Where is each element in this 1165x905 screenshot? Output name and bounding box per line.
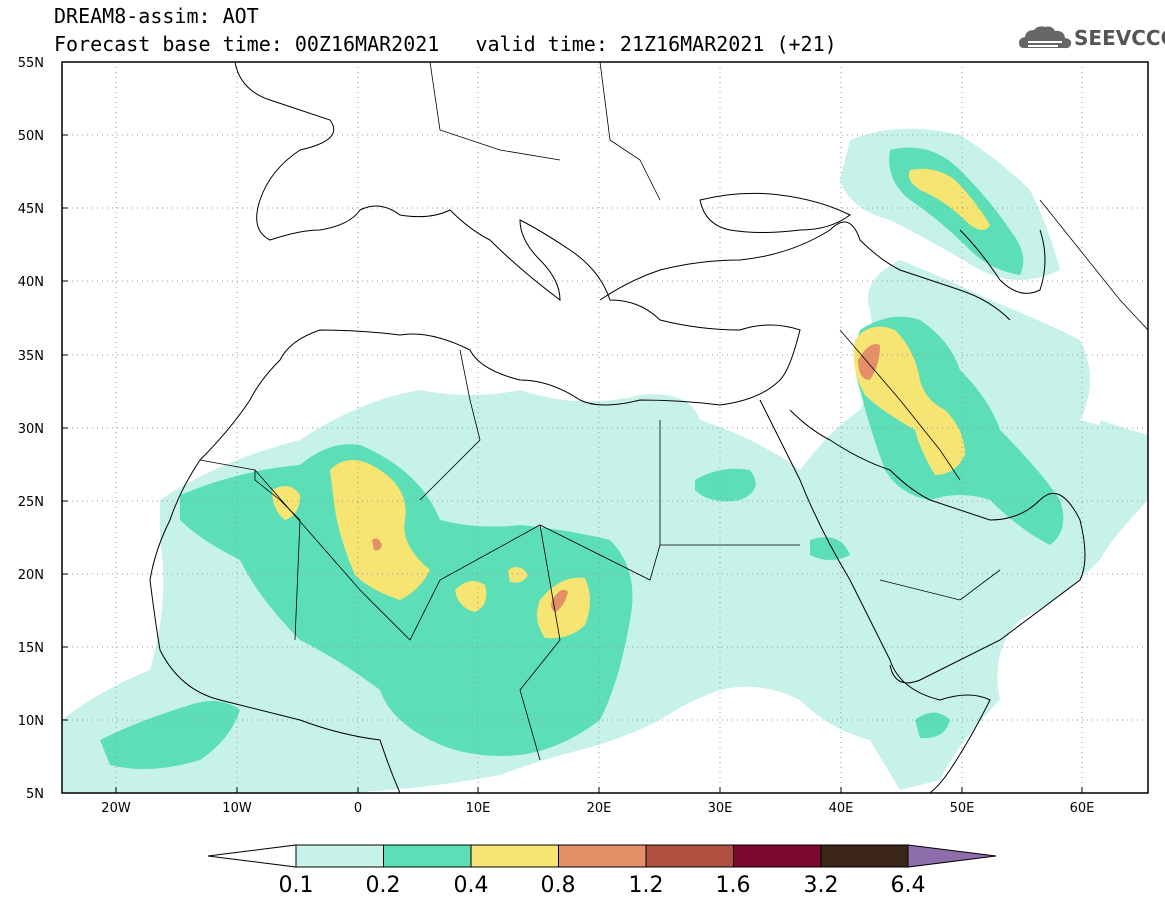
lon-label: 10W xyxy=(222,801,252,816)
colorbar-label: 1.6 xyxy=(716,873,751,898)
colorbar-box xyxy=(295,844,384,868)
lon-labels: 20W 10W 0 10E 20E 30E 40E 50E 60E xyxy=(101,801,1094,816)
colorbar-label: 3.2 xyxy=(804,873,839,898)
valid-time-label: valid time: 21Z16MAR2021 (+21) xyxy=(475,32,837,56)
cloud-logo-icon xyxy=(1019,26,1072,49)
axis-ticks xyxy=(62,61,1083,793)
lon-label: 20E xyxy=(587,801,612,816)
lon-label: 30E xyxy=(708,801,733,816)
colorbar-boxes xyxy=(295,844,909,868)
lat-label: 25N xyxy=(18,495,44,510)
base-time-label: Forecast base time: 00Z16MAR2021 xyxy=(54,32,440,56)
aot-field xyxy=(62,128,1148,793)
borders xyxy=(199,62,1148,761)
lat-label: 15N xyxy=(18,641,44,656)
coastlines xyxy=(149,62,1086,793)
logo-text: SEEVCCC xyxy=(1074,26,1165,50)
lon-label: 40E xyxy=(829,801,854,816)
colorbar-label: 0.1 xyxy=(279,873,314,898)
lat-label: 30N xyxy=(18,422,44,437)
lat-labels: 55N 50N 45N 40N 35N 30N 25N 20N 15N 10N … xyxy=(18,56,44,802)
colorbar-box xyxy=(470,844,559,868)
colorbar-box xyxy=(733,844,822,868)
colorbar-box xyxy=(558,844,647,868)
colorbar-label: 0.4 xyxy=(454,873,489,898)
aot-band-0.8 xyxy=(372,344,880,612)
forecast-time-line: Forecast base time: 00Z16MAR2021 valid t… xyxy=(54,33,837,55)
colorbar: 0.1 0.2 0.4 0.8 1.2 1.6 3.2 6.4 xyxy=(207,844,997,898)
colorbar-label: 6.4 xyxy=(891,873,926,898)
colorbar-box xyxy=(820,844,909,868)
lat-label: 5N xyxy=(26,787,44,802)
graticule xyxy=(62,62,1148,793)
lon-label: 20W xyxy=(101,801,131,816)
lat-label: 55N xyxy=(18,56,44,71)
lon-label: 60E xyxy=(1070,801,1095,816)
map-title: DREAM8-assim: AOT xyxy=(54,4,259,28)
lat-label: 50N xyxy=(18,129,44,144)
colorbar-box xyxy=(383,844,472,868)
colorbar-label: 1.2 xyxy=(629,873,664,898)
aot-band-0.4 xyxy=(272,168,990,639)
colorbar-box xyxy=(645,844,734,868)
lat-label: 40N xyxy=(18,275,44,290)
colorbar-labels: 0.1 0.2 0.4 0.8 1.2 1.6 3.2 6.4 xyxy=(279,873,926,898)
lat-label: 35N xyxy=(18,349,44,364)
colorbar-label: 0.8 xyxy=(541,873,576,898)
lat-label: 20N xyxy=(18,568,44,583)
lon-label: 50E xyxy=(950,801,975,816)
lat-label: 10N xyxy=(18,714,44,729)
lat-label: 45N xyxy=(18,202,44,217)
colorbar-arrow-high xyxy=(907,844,997,868)
lon-label: 0 xyxy=(354,801,362,816)
lon-label: 10E xyxy=(466,801,491,816)
colorbar-arrow-low xyxy=(207,844,297,868)
seevccc-logo: SEEVCCC xyxy=(1018,24,1165,54)
colorbar-label: 0.2 xyxy=(366,873,401,898)
